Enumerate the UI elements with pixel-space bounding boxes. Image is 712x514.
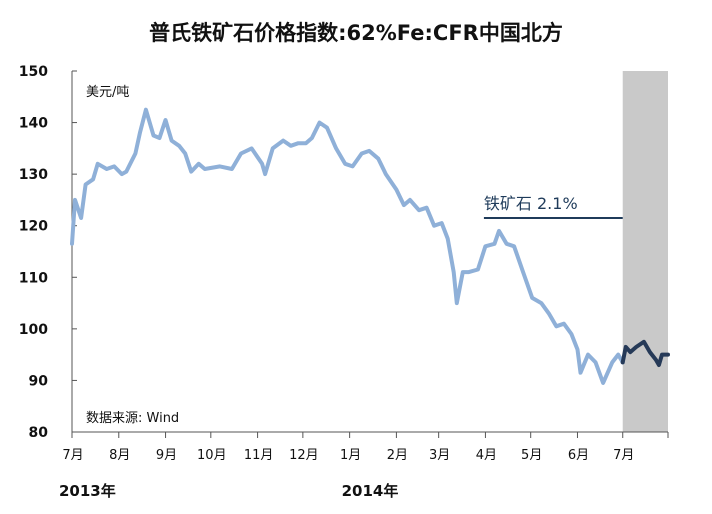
x-tick-label: 7月 [62, 448, 83, 463]
year-labels: 2013年 2014年 [59, 482, 398, 500]
y-tick-label: 90 [29, 373, 49, 389]
chart-title: 普氏铁矿石价格指数:62%Fe:CFR中国北方 [149, 21, 563, 45]
y-tick-label: 100 [19, 322, 48, 338]
x-tick-label: 5月 [521, 448, 542, 463]
x-tick-label: 8月 [109, 448, 130, 463]
x-tick-label: 10月 [197, 448, 227, 463]
series-lines [70, 107, 670, 385]
x-tick-label: 4月 [476, 448, 497, 463]
year-label: 2013年 [59, 482, 116, 500]
shaded-forecast-region [622, 71, 668, 432]
x-tick-label: 6月 [568, 448, 589, 463]
y-tick-label: 140 [19, 116, 48, 132]
series-line-recent [620, 339, 670, 367]
source-note: 数据来源: Wind [86, 411, 179, 426]
unit-label: 美元/吨 [86, 85, 129, 100]
year-label: 2014年 [342, 482, 399, 500]
annotation-label: 铁矿石 2.1% [484, 194, 578, 213]
x-axis-ticks: 7月 8月 9月 10月 11月 12月 1月 2月 3月 4月 5月 6月 7月 [62, 432, 669, 463]
y-tick-label: 110 [19, 270, 48, 286]
x-tick-label: 11月 [244, 448, 274, 463]
y-tick-label: 130 [19, 167, 48, 183]
y-tick-label: 120 [19, 219, 48, 235]
x-tick-label: 7月 [613, 448, 634, 463]
x-tick-label: 3月 [429, 448, 450, 463]
x-tick-label: 9月 [156, 448, 177, 463]
y-axis-ticks: 80 90 100 110 120 130 140 150 [19, 64, 77, 441]
series-line-history [70, 107, 625, 385]
x-tick-label: 2月 [387, 448, 408, 463]
x-tick-label: 12月 [289, 448, 319, 463]
y-tick-label: 80 [29, 425, 49, 441]
x-tick-label: 1月 [340, 448, 361, 463]
y-tick-label: 150 [19, 64, 48, 80]
